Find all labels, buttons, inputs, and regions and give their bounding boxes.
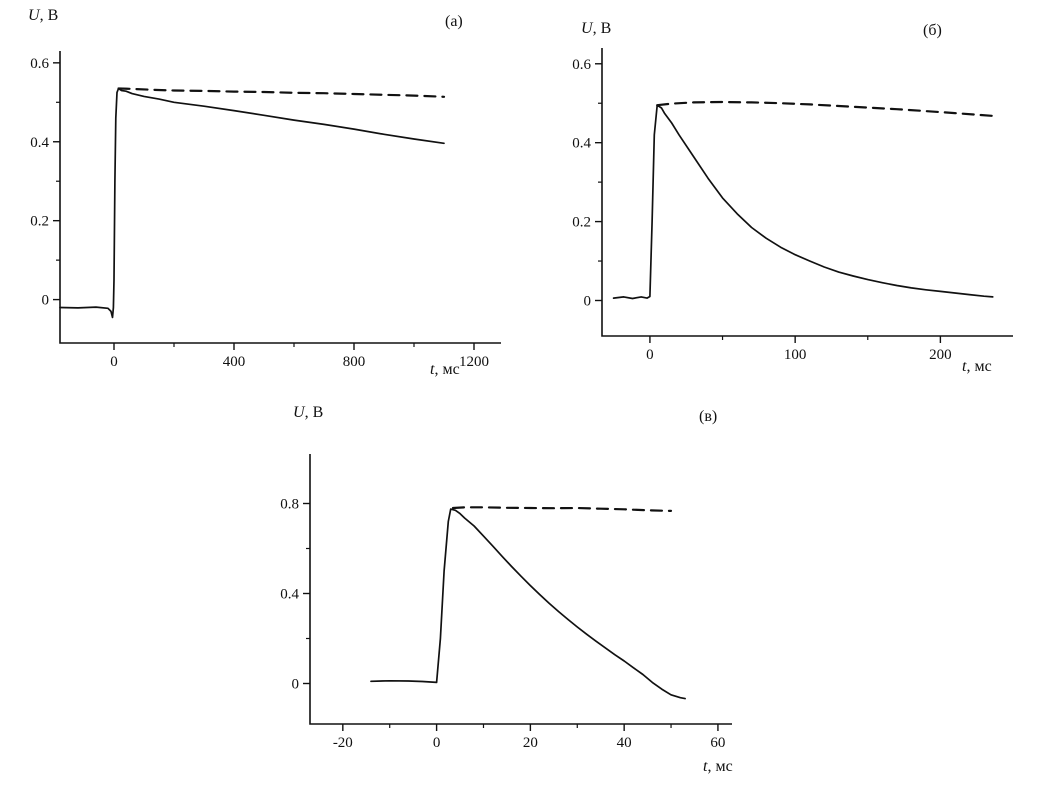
x-tick-label: 400	[223, 354, 246, 370]
x-tick-label: 0	[433, 735, 441, 751]
series-reference-dashed	[117, 87, 446, 98]
panel-letter-v: (в)	[699, 408, 718, 425]
y-tick-label: 0	[584, 293, 592, 309]
chart-b: 0 100 200 0 0.2 0.4 0.6	[572, 48, 1013, 363]
x-tick-label: 40	[617, 735, 632, 751]
panel-letter-a: (a)	[445, 13, 463, 30]
y-axis-label: U, В	[293, 404, 323, 422]
x-tick-label: 800	[343, 354, 366, 370]
series-signal-solid	[370, 508, 686, 700]
y-tick-label: 0.4	[280, 587, 299, 603]
x-tick-label: 20	[523, 735, 538, 751]
y-tick-label: 0.4	[30, 135, 49, 151]
panel-b: U, В (б) 0 100 200 0 0.2 0.4 0.6 t, мс	[556, 8, 1033, 386]
x-tick-label: 100	[784, 347, 807, 363]
series-signal-solid	[59, 87, 445, 319]
y-axis-variable: U	[293, 404, 305, 421]
y-axis-label: U, В	[28, 7, 58, 25]
panel-letter-b: (б)	[923, 22, 942, 39]
x-tick-label: 1200	[459, 354, 489, 370]
y-axis-variable: U	[28, 7, 40, 24]
y-tick-label: 0.8	[280, 497, 299, 513]
y-tick-label: 0.6	[572, 57, 591, 73]
x-axis-label: t, мс	[703, 758, 733, 776]
x-axis-variable: t	[430, 361, 435, 378]
y-tick-label: 0.2	[30, 214, 49, 230]
y-axis-variable: U	[581, 20, 593, 37]
series-reference-dashed	[656, 100, 994, 117]
axes	[601, 48, 1013, 337]
panel-v: U, В (в) -20 0 20 40 60 0 0.4 0.8 t, мс	[215, 398, 760, 790]
x-axis-unit: , мс	[434, 361, 460, 378]
panel-a: U, В (a) 0 400 800 1200 0 0.2 0.4 0.6 t, мс	[10, 5, 515, 395]
x-axis-variable: t	[962, 358, 967, 375]
y-tick-label: 0.2	[572, 215, 591, 231]
y-tick-label: 0	[292, 677, 300, 693]
x-tick-label: 0	[110, 354, 118, 370]
y-tick-label: 0.6	[30, 56, 49, 72]
axes	[309, 454, 732, 725]
series-reference-dashed	[451, 506, 673, 512]
x-tick-label: -20	[333, 735, 353, 751]
y-axis-unit: , В	[39, 7, 59, 24]
chart-a: 0 400 800 1200 0 0.2 0.4 0.6	[30, 51, 501, 370]
x-tick-label: 0	[646, 347, 654, 363]
axes	[59, 51, 501, 344]
x-axis-unit: , мс	[966, 358, 992, 375]
chart-v: -20 0 20 40 60 0 0.4 0.8	[280, 454, 732, 751]
y-axis-label: U, В	[581, 20, 611, 38]
y-tick-label: 0	[42, 293, 50, 309]
x-tick-label: 200	[929, 347, 952, 363]
y-axis-unit: , В	[592, 20, 612, 37]
x-axis-label: t, мс	[430, 361, 460, 379]
series-signal-solid	[612, 104, 994, 300]
y-axis-unit: , В	[304, 404, 324, 421]
x-axis-unit: , мс	[707, 758, 733, 775]
x-axis-variable: t	[703, 758, 708, 775]
y-tick-label: 0.4	[572, 136, 591, 152]
x-tick-label: 60	[710, 735, 725, 751]
x-axis-label: t, мс	[962, 358, 992, 376]
